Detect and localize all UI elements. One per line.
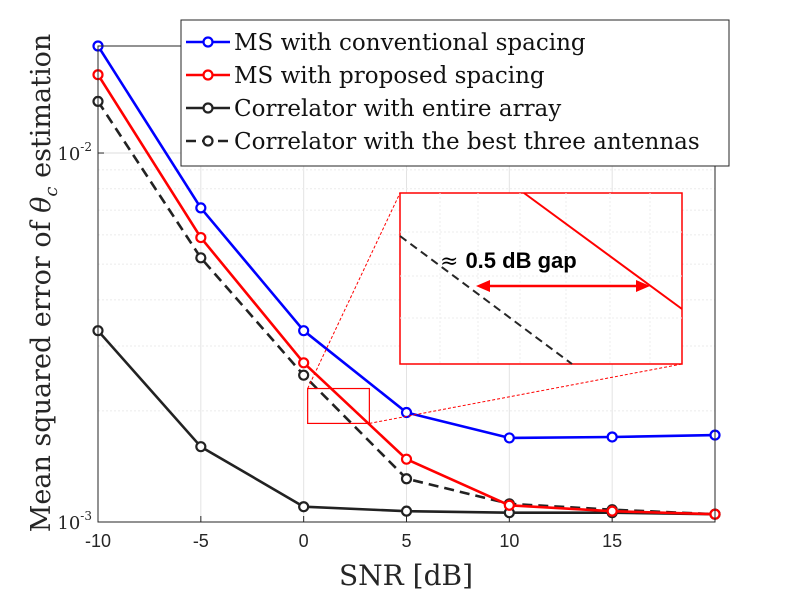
x-tick-label: -5 — [193, 531, 209, 551]
data-point — [400, 505, 413, 517]
data-point — [503, 499, 515, 511]
x-tick-label: 15 — [602, 531, 622, 551]
legend-box — [180, 19, 730, 167]
legend-marker — [202, 135, 214, 147]
x-tick-label: -10 — [85, 531, 111, 551]
y-tick-label: 10-3 — [57, 509, 92, 534]
y-axis-label-subscript: c — [41, 186, 62, 196]
data-point — [400, 406, 413, 419]
zoom-connector — [369, 363, 683, 424]
data-point — [606, 505, 618, 517]
legend-label: Correlator with entire array — [234, 96, 561, 122]
x-axis-ticks: -10 -5 0 5 10 15 — [85, 516, 622, 551]
legend-marker — [202, 69, 214, 81]
x-tick-label: 5 — [401, 531, 411, 551]
gap-arrow-head-left — [476, 280, 490, 292]
x-axis-label: SNR [dB] — [339, 559, 473, 592]
gap-annotation: ≈ 0.5 dB gap — [440, 248, 577, 274]
data-point — [400, 473, 413, 485]
legend-label: Correlator with the best three antennas — [234, 129, 700, 155]
data-point — [195, 252, 207, 264]
legend-marker — [202, 36, 214, 48]
data-point — [503, 432, 515, 444]
gap-annotation-text: 0.5 dB gap — [465, 248, 576, 273]
inset-best-three-line — [399, 235, 573, 365]
data-point — [195, 231, 207, 244]
inset-proposed-line — [523, 192, 683, 310]
x-tick-label: 0 — [299, 531, 309, 551]
zoom-connector — [307, 192, 401, 389]
x-tick-label: 10 — [499, 531, 519, 551]
zoom-annotation: ≈ 0.5 dB gap — [307, 192, 683, 425]
zoom-source-box — [307, 387, 370, 425]
legend-marker — [202, 102, 214, 114]
gap-arrow-head-right — [636, 280, 650, 292]
data-point — [400, 453, 413, 465]
y-tick-exponent: -3 — [80, 509, 92, 523]
data-point — [298, 325, 310, 337]
zoom-inset-box — [399, 192, 683, 365]
y-tick-label: 10-2 — [57, 140, 92, 165]
y-tick-base: 10 — [57, 144, 80, 165]
data-point — [298, 357, 310, 369]
y-axis-label-symbol: θ — [26, 197, 57, 213]
data-point — [298, 501, 310, 513]
y-axis-label: Mean squared error of θc estimation — [26, 34, 62, 533]
gap-approx-symbol: ≈ — [440, 249, 465, 274]
legend-label: MS with proposed spacing — [234, 63, 545, 89]
data-point — [298, 369, 310, 381]
data-point — [606, 431, 618, 443]
y-axis-ticks: 10-210-3 — [57, 140, 104, 534]
y-axis-label-suffix: estimation — [26, 34, 57, 187]
legend: MS with conventional spacing MS with prop… — [180, 19, 730, 167]
y-tick-base: 10 — [57, 513, 80, 534]
data-point — [195, 441, 207, 453]
legend-label: MS with conventional spacing — [234, 30, 586, 56]
y-tick-exponent: -2 — [80, 140, 92, 154]
data-point — [195, 202, 207, 214]
y-axis-label-prefix: Mean squared error of — [26, 213, 57, 532]
